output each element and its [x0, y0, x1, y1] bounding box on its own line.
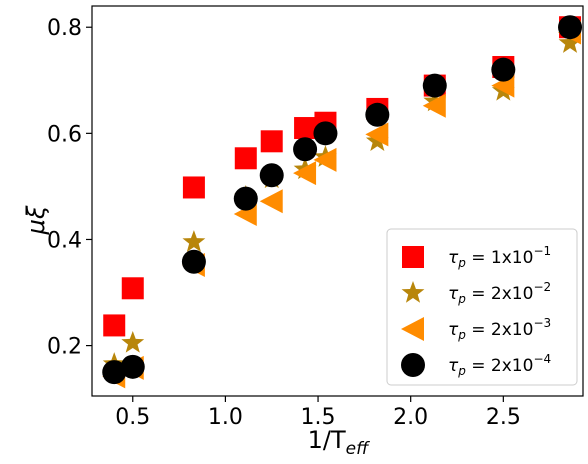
circle-data-point — [181, 249, 206, 274]
x-tick-label: 2.5 — [486, 405, 521, 430]
circle-data-point — [259, 163, 284, 188]
y-axis-title: μξ — [22, 205, 50, 235]
y-axis: 0.2 0.4 0.6 0.8 — [47, 16, 92, 360]
triangle-left-data-point — [365, 122, 389, 147]
x-axis: 0.5 1.0 1.5 2.0 2.5 — [115, 396, 521, 430]
plot-frame — [91, 5, 584, 397]
circle-data-point — [233, 186, 258, 211]
y-tick-label: 0.4 — [47, 228, 82, 253]
x-tick-label: 2.0 — [393, 405, 428, 430]
star-data-point — [121, 330, 145, 353]
circle-data-point — [102, 360, 127, 385]
triangle-left-data-point — [293, 161, 317, 186]
legend-square-marker — [402, 246, 424, 268]
circle-data-point — [558, 15, 583, 40]
legend-label: τp = 2x10−4 — [448, 352, 551, 378]
square-data-point — [234, 147, 257, 170]
y-tick-label: 0.6 — [47, 122, 82, 147]
square-data-point — [294, 117, 317, 140]
triangle-left-data-point — [422, 93, 446, 118]
data-points-layer — [102, 15, 583, 389]
y-tick-label: 0.2 — [47, 335, 82, 360]
legend: τp = 1x10−1 τp = 2x10−2 τp = 2x10−3 τp = 2x… — [386, 228, 578, 386]
x-tick-label: 1.5 — [301, 405, 336, 430]
legend-circle-marker — [401, 353, 425, 377]
x-tick-label: 1.0 — [208, 405, 243, 430]
legend-label: τp = 2x10−3 — [448, 316, 551, 342]
triangle-left-data-point — [259, 189, 283, 214]
circle-data-point — [313, 121, 338, 146]
star-data-point — [182, 230, 206, 252]
square-data-point — [182, 176, 205, 199]
legend-label: τp = 1x10−1 — [448, 244, 551, 270]
legend-box — [386, 228, 578, 386]
circle-data-point — [422, 73, 447, 98]
legend-star-marker — [401, 281, 425, 303]
circle-data-point — [120, 354, 145, 379]
square-data-point — [260, 130, 283, 153]
triangle-left-data-point — [313, 147, 337, 172]
square-data-point — [121, 277, 144, 300]
y-tick-label: 0.8 — [47, 16, 82, 41]
square-data-point — [103, 314, 126, 337]
circle-data-point — [491, 57, 516, 82]
x-axis-title: 1/Teff — [308, 426, 370, 459]
x-tick-label: 0.5 — [115, 405, 150, 430]
circle-data-point — [293, 137, 318, 162]
legend-label: τp = 2x10−2 — [448, 280, 551, 306]
star-data-point — [558, 31, 582, 53]
legend-triangle-left-marker — [401, 317, 424, 341]
circle-data-point — [365, 102, 390, 127]
